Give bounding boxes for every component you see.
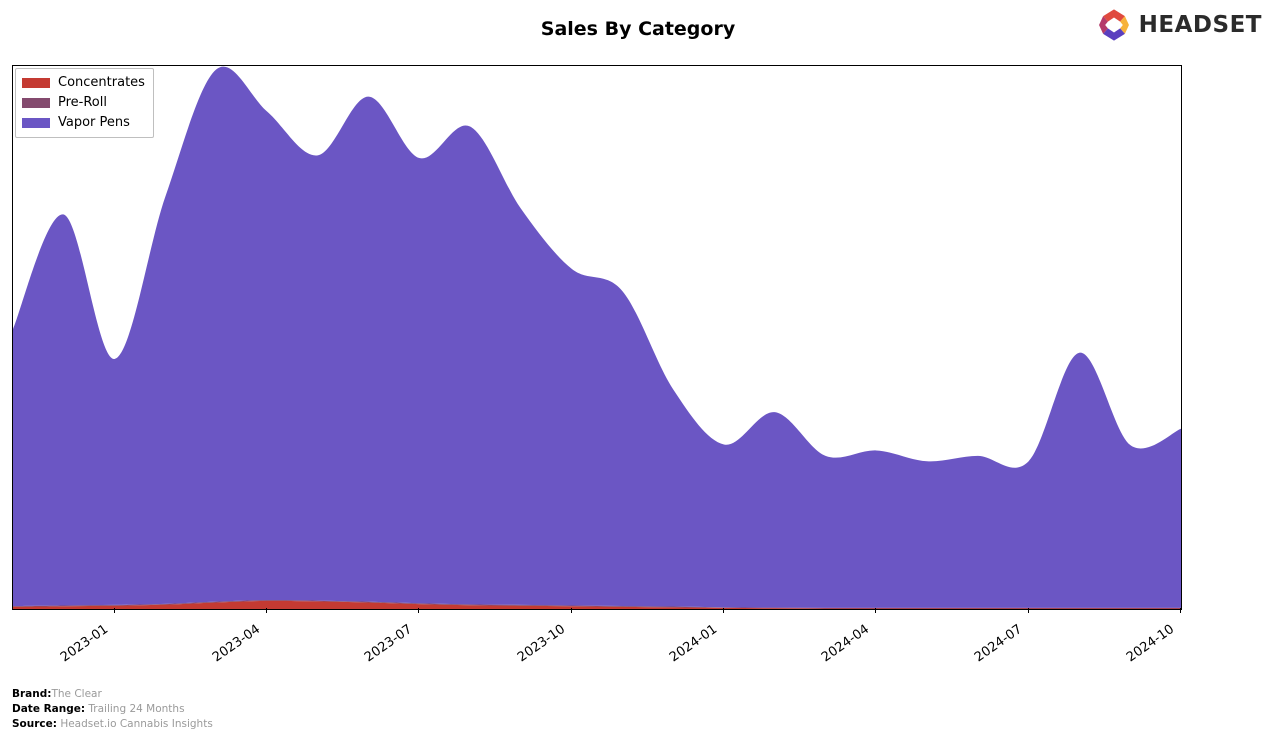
meta-value: The Clear	[51, 688, 101, 700]
x-tickmark	[875, 608, 876, 613]
legend-label: Pre-Roll	[58, 93, 107, 113]
meta-line: Date Range: Trailing 24 Months	[12, 702, 213, 717]
x-tickmark	[266, 608, 267, 613]
brand-logo: HEADSET	[1097, 8, 1262, 42]
x-tick-label: 2024-10	[1124, 622, 1177, 665]
x-tick-label: 2023-07	[362, 622, 415, 665]
chart-metadata: Brand:The ClearDate Range: Trailing 24 M…	[12, 687, 213, 733]
legend-swatch-icon	[22, 98, 50, 108]
area-vapor-pens	[13, 67, 1181, 608]
legend-label: Vapor Pens	[58, 113, 130, 133]
x-tickmark	[1180, 608, 1181, 613]
meta-label: Date Range:	[12, 703, 85, 715]
chart-legend: ConcentratesPre-RollVapor Pens	[15, 68, 154, 138]
x-tickmark	[571, 608, 572, 613]
x-tick-label: 2024-07	[972, 622, 1025, 665]
plot-area	[12, 65, 1182, 610]
meta-label: Brand:	[12, 688, 51, 700]
x-tickmark	[418, 608, 419, 613]
meta-line: Brand:The Clear	[12, 687, 213, 702]
x-tick-label: 2023-01	[58, 622, 111, 665]
brand-logo-text: HEADSET	[1139, 12, 1262, 38]
legend-item: Concentrates	[22, 73, 145, 93]
legend-swatch-icon	[22, 118, 50, 128]
x-tick-label: 2023-10	[515, 622, 568, 665]
meta-label: Source:	[12, 718, 57, 730]
legend-swatch-icon	[22, 78, 50, 88]
chart-container: { "canvas": { "width": 1276, "height": 7…	[0, 0, 1276, 738]
x-tick-label: 2024-01	[667, 622, 720, 665]
x-tick-label: 2023-04	[210, 622, 263, 665]
legend-label: Concentrates	[58, 73, 145, 93]
legend-item: Vapor Pens	[22, 113, 145, 133]
legend-item: Pre-Roll	[22, 93, 145, 113]
chart-title: Sales By Category	[0, 18, 1276, 40]
meta-value: Headset.io Cannabis Insights	[57, 718, 213, 730]
x-tickmark	[1028, 608, 1029, 613]
meta-line: Source: Headset.io Cannabis Insights	[12, 717, 213, 732]
x-tickmark	[114, 608, 115, 613]
headset-mark-icon	[1097, 8, 1131, 42]
x-tick-label: 2024-04	[819, 622, 872, 665]
x-tickmark	[723, 608, 724, 613]
meta-value: Trailing 24 Months	[85, 703, 184, 715]
